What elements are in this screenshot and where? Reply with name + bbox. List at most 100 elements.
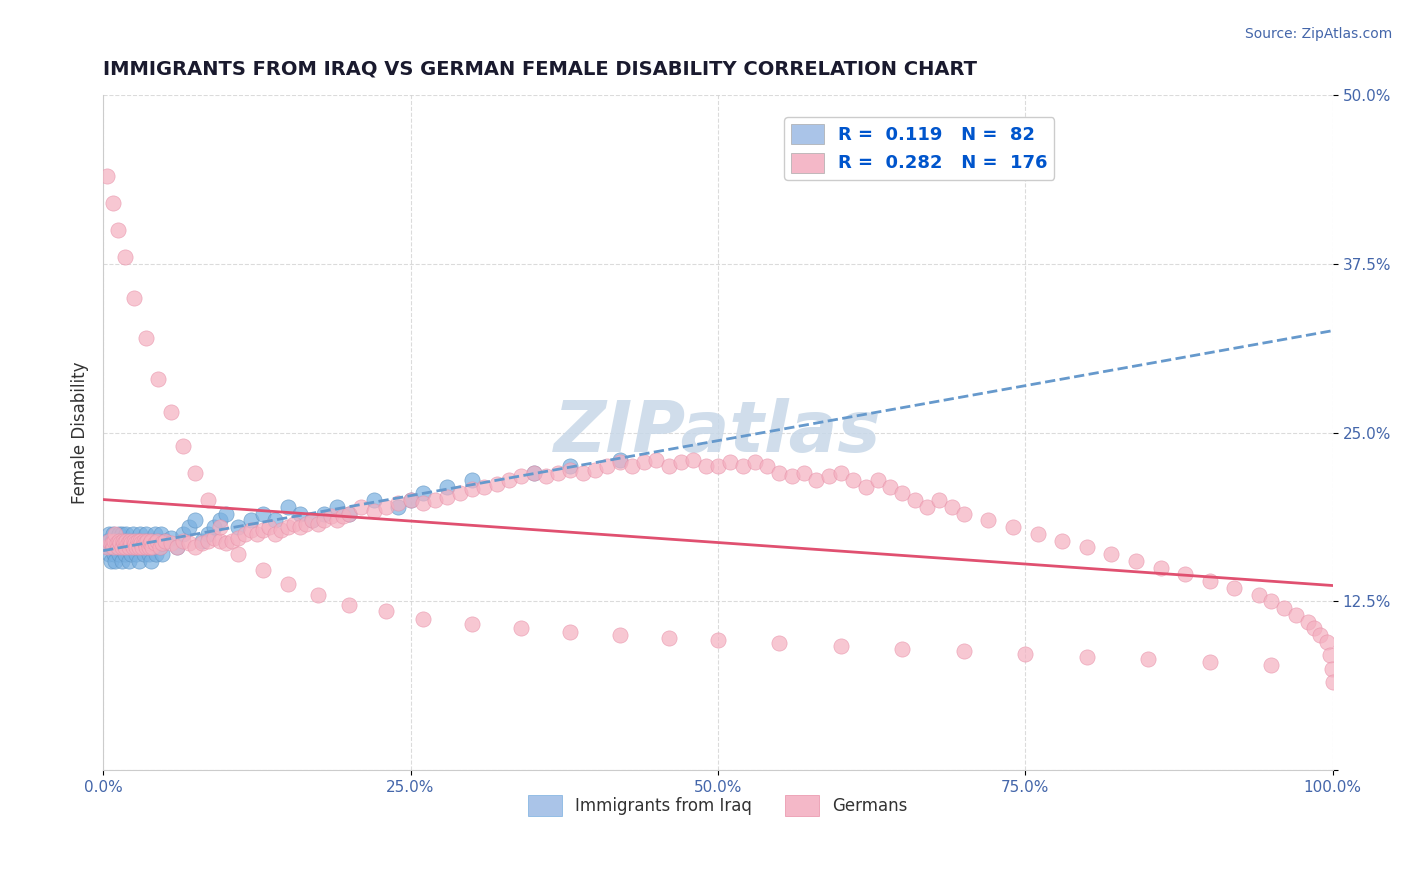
Point — [141, 541, 163, 555]
Point — [107, 541, 129, 555]
Point — [96, 533, 118, 548]
Point — [159, 536, 181, 550]
Point — [1296, 615, 1319, 629]
Point — [139, 533, 162, 548]
Point — [399, 493, 422, 508]
Point — [120, 541, 142, 555]
Point — [941, 500, 963, 514]
Point — [547, 466, 569, 480]
Point — [461, 473, 484, 487]
Point — [101, 527, 124, 541]
Point — [1125, 554, 1147, 568]
Point — [125, 541, 148, 555]
Point — [498, 473, 520, 487]
Point — [101, 541, 124, 555]
Point — [135, 527, 157, 541]
Point — [184, 541, 207, 555]
Point — [107, 223, 129, 237]
Point — [1198, 655, 1220, 669]
Point — [121, 541, 143, 555]
Point — [953, 644, 976, 658]
Point — [583, 463, 606, 477]
Point — [399, 493, 422, 508]
Point — [172, 439, 194, 453]
Point — [117, 536, 139, 550]
Point — [277, 577, 299, 591]
Point — [658, 459, 681, 474]
Point — [135, 541, 157, 555]
Point — [239, 513, 262, 527]
Point — [124, 541, 146, 555]
Point — [560, 625, 582, 640]
Point — [146, 536, 169, 550]
Point — [128, 541, 150, 555]
Point — [179, 536, 201, 550]
Point — [197, 533, 219, 548]
Point — [609, 628, 631, 642]
Point — [288, 507, 311, 521]
Point — [197, 527, 219, 541]
Point — [129, 527, 152, 541]
Point — [138, 541, 160, 555]
Point — [118, 541, 141, 555]
Point — [830, 466, 852, 480]
Point — [100, 533, 122, 548]
Point — [115, 527, 138, 541]
Point — [110, 527, 132, 541]
Point — [141, 533, 163, 548]
Point — [387, 500, 409, 514]
Point — [744, 455, 766, 469]
Point — [571, 466, 593, 480]
Point — [1137, 652, 1160, 666]
Point — [139, 536, 162, 550]
Point — [1316, 635, 1339, 649]
Point — [1026, 527, 1049, 541]
Point — [1002, 520, 1025, 534]
Point — [1272, 601, 1295, 615]
Point — [108, 527, 131, 541]
Point — [104, 554, 127, 568]
Point — [904, 493, 927, 508]
Point — [110, 536, 132, 550]
Point — [118, 554, 141, 568]
Point — [125, 547, 148, 561]
Point — [731, 459, 754, 474]
Point — [295, 517, 318, 532]
Point — [122, 533, 145, 548]
Text: ZIPatlas: ZIPatlas — [554, 398, 882, 467]
Point — [104, 527, 127, 541]
Point — [264, 527, 287, 541]
Point — [96, 169, 118, 184]
Point — [110, 536, 132, 550]
Point — [105, 536, 128, 550]
Point — [149, 541, 172, 555]
Text: Source: ZipAtlas.com: Source: ZipAtlas.com — [1244, 27, 1392, 41]
Point — [138, 547, 160, 561]
Point — [449, 486, 471, 500]
Point — [314, 513, 336, 527]
Point — [314, 507, 336, 521]
Point — [1174, 567, 1197, 582]
Point — [150, 536, 173, 550]
Point — [270, 523, 292, 537]
Point — [277, 500, 299, 514]
Point — [142, 541, 165, 555]
Point — [120, 533, 142, 548]
Point — [108, 547, 131, 561]
Point — [202, 520, 225, 534]
Point — [208, 520, 231, 534]
Point — [412, 496, 434, 510]
Point — [190, 536, 212, 550]
Point — [1014, 647, 1036, 661]
Point — [375, 500, 398, 514]
Point — [105, 533, 128, 548]
Point — [307, 588, 329, 602]
Point — [136, 541, 159, 555]
Point — [134, 536, 156, 550]
Point — [120, 533, 142, 548]
Point — [1322, 675, 1344, 690]
Point — [658, 631, 681, 645]
Point — [793, 466, 815, 480]
Point — [806, 473, 828, 487]
Point — [128, 554, 150, 568]
